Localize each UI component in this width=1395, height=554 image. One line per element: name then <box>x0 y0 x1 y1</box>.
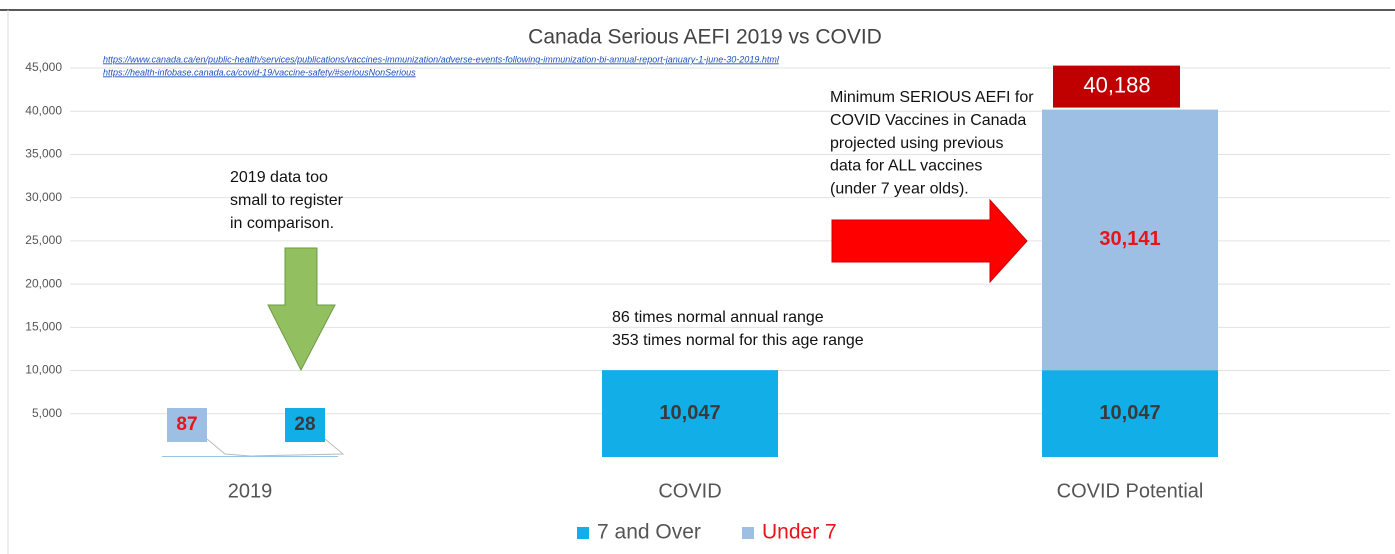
bar <box>162 456 338 457</box>
total-label: 40,188 <box>1083 72 1150 97</box>
y-tick-label: 10,000 <box>25 363 62 377</box>
legend-label: 7 and Over <box>597 521 701 544</box>
leader-line <box>206 438 251 457</box>
label-box <box>285 408 325 442</box>
annotation: 86 times normal annual range <box>612 309 824 326</box>
bar <box>1042 109 1218 371</box>
source-link[interactable]: https://health-infobase.canada.ca/covid-… <box>103 67 416 77</box>
x-tick-label: COVID Potential <box>1057 480 1204 502</box>
value-label: 87 <box>176 414 197 435</box>
annotation: Minimum SERIOUS AEFI for <box>830 89 1034 106</box>
label-box <box>167 408 207 442</box>
y-tick-label: 5,000 <box>32 406 62 420</box>
bar <box>602 370 778 457</box>
annotation: (under 7 year olds). <box>830 180 969 197</box>
leader-line <box>249 438 345 457</box>
source-link[interactable]: https://www.canada.ca/en/public-health/s… <box>103 54 780 64</box>
y-tick-label: 15,000 <box>25 320 62 334</box>
y-tick-label: 25,000 <box>25 233 62 247</box>
value-label: 10,047 <box>659 402 720 424</box>
x-tick-label: 2019 <box>228 480 273 502</box>
value-label: 10,047 <box>1099 402 1160 424</box>
y-tick-label: 30,000 <box>25 190 62 204</box>
annotation: data for ALL vaccines <box>830 158 982 175</box>
chart-title: Canada Serious AEFI 2019 vs COVID <box>528 26 882 49</box>
annotation: in comparison. <box>230 215 334 232</box>
y-tick-label: 20,000 <box>25 276 62 290</box>
value-label: 28 <box>294 414 315 435</box>
legend-swatch <box>742 527 754 539</box>
annotation: 2019 data too <box>230 169 328 186</box>
annotation: COVID Vaccines in Canada <box>830 112 1026 129</box>
total-box <box>1053 65 1180 108</box>
y-tick-label: 45,000 <box>25 60 62 74</box>
legend-swatch <box>577 527 589 539</box>
y-tick-label: 40,000 <box>25 103 62 117</box>
annotation: projected using previous <box>830 135 1003 152</box>
x-tick-label: COVID <box>658 480 721 502</box>
down-arrow <box>267 247 336 372</box>
bar <box>1042 370 1218 457</box>
y-tick-label: 35,000 <box>25 147 62 161</box>
annotation: 353 times normal for this age range <box>612 332 864 349</box>
legend-label: Under 7 <box>762 521 837 544</box>
annotation: small to register <box>230 192 344 209</box>
right-arrow <box>831 198 1028 284</box>
value-label: 30,141 <box>1099 228 1160 250</box>
